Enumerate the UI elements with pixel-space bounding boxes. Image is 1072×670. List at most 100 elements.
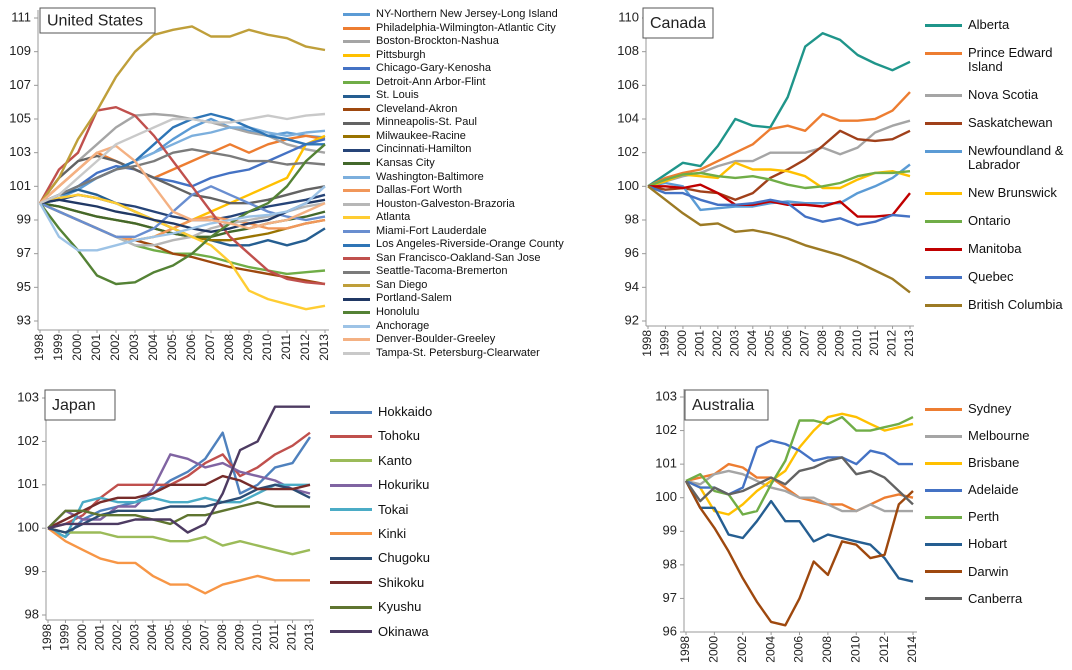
series-line [647, 185, 911, 227]
series-line [39, 193, 326, 311]
y-tick-label: 100 [17, 520, 39, 535]
x-tick-label: 1999 [58, 624, 72, 651]
legend-label: Sydney [968, 401, 1012, 416]
legend-entry: Prince Edward Island [925, 46, 1065, 74]
legend-swatch [925, 121, 962, 125]
x-tick-label: 2002 [110, 624, 124, 651]
legend-label: Seattle-Tacoma-Bremerton [376, 265, 508, 278]
legend-swatch [343, 202, 370, 206]
x-tick-label: 2005 [762, 330, 776, 357]
y-tick-label: 105 [9, 110, 31, 125]
series-line [39, 154, 326, 205]
legend-swatch [330, 508, 372, 512]
legend-label: Detroit-Ann Arbor-Flint [376, 75, 486, 88]
legend-swatch [330, 605, 372, 609]
legend-swatch [330, 630, 372, 634]
legend-swatch [925, 93, 962, 97]
legend-label: Portland-Salem [376, 292, 452, 305]
series-line [684, 480, 914, 627]
legend-swatch [330, 434, 372, 438]
legend-swatch [343, 270, 370, 274]
x-tick-label: 2008 [815, 330, 829, 357]
legend-entry: Pittsburgh [343, 49, 578, 63]
legend-entry: Kansas City [343, 157, 578, 171]
legend-swatch [343, 216, 370, 220]
legend: Hokkaido Tohoku Kanto Hokuriku Tokai Kinki Chu… [330, 405, 460, 639]
y-tick-label: 109 [9, 43, 31, 58]
legend-label: Kanto [378, 452, 412, 468]
y-tick-label: 101 [655, 456, 677, 471]
legend-entry: Boston-Brockton-Nashua [343, 35, 578, 49]
legend-swatch [925, 434, 962, 438]
title-box [642, 7, 714, 39]
x-tick-label: 2009 [232, 624, 246, 651]
legend-entry: Detroit-Ann Arbor-Flint [343, 76, 578, 90]
legend-entry: Tohoku [330, 429, 460, 443]
legend-label: Pittsburgh [376, 48, 426, 61]
legend-entry: Anchorage [343, 320, 578, 334]
x-tick-label: 2010 [250, 624, 264, 651]
legend-entry: NY-Northern New Jersey-Long Island [343, 8, 578, 22]
x-tick-label: 2000 [75, 624, 89, 651]
legend-label: Canberra [968, 590, 1023, 606]
legend-swatch [343, 257, 370, 261]
x-tick-label: 2006 [792, 636, 806, 663]
legend-label: Manitoba [968, 241, 1022, 256]
x-tick-label: 2004 [763, 636, 777, 663]
legend-entry: Hokkaido [330, 405, 460, 419]
legend-swatch [925, 51, 962, 55]
series-line [38, 106, 326, 286]
y-tick-label: 106 [617, 77, 639, 92]
x-tick-label: 1998 [640, 330, 654, 357]
y-tick-label: 103 [655, 388, 677, 403]
legend-entry: Quebec [925, 270, 1065, 284]
x-tick-label: 2003 [728, 330, 742, 357]
legend-swatch [343, 40, 370, 44]
x-tick-label: 2004 [745, 330, 759, 357]
legend-entry: Philadelphia-Wilmington-Atlantic City [343, 22, 578, 36]
legend-swatch [925, 275, 962, 279]
legend-label: New Brunswick [968, 185, 1057, 200]
series-line [647, 185, 911, 294]
legend-entry: Minneapolis-St. Paul [343, 116, 578, 130]
y-tick-label: 100 [617, 178, 639, 193]
y-tick-label: 102 [17, 433, 39, 448]
x-tick-label: 2003 [127, 334, 141, 361]
legend-swatch [343, 230, 370, 234]
legend-label: Honolulu [376, 306, 420, 319]
series-line [647, 91, 911, 188]
title-box [39, 7, 156, 34]
y-tick-label: 108 [617, 43, 639, 58]
legend-entry: Seattle-Tacoma-Bremerton [343, 265, 578, 279]
legend-swatch [343, 53, 370, 57]
legend-swatch [925, 219, 962, 223]
x-tick-label: 1999 [51, 334, 65, 361]
x-tick-label: 2011 [279, 334, 293, 360]
legend: Alberta Prince Edward Island Nova Scotia Sa… [925, 18, 1065, 312]
x-tick-label: 2013 [317, 334, 331, 361]
x-tick-label: 2001 [693, 330, 707, 357]
series-line [684, 480, 914, 583]
legend-swatch [925, 303, 962, 307]
series-line [39, 112, 326, 204]
legend-entry: New Brunswick [925, 186, 1065, 200]
series-line [647, 129, 911, 201]
y-tick-label: 99 [663, 523, 677, 538]
legend-label: Darwin [968, 563, 1009, 579]
panel-title: Canada [650, 15, 706, 32]
legend-entry: Darwin [925, 563, 1065, 579]
legend-label: Milwaukee-Racine [376, 129, 466, 142]
legend-entry: Hobart [925, 537, 1065, 551]
legend-entry: Houston-Galveston-Brazoria [343, 198, 578, 212]
legend-label: Minneapolis-St. Paul [376, 116, 477, 129]
legend-label: Brisbane [968, 455, 1020, 471]
x-tick-label: 1999 [658, 330, 672, 357]
x-tick-label: 2006 [180, 624, 194, 651]
y-tick-label: 104 [617, 110, 639, 125]
legend-swatch [343, 284, 370, 288]
title-box [44, 389, 116, 421]
legend-swatch [925, 191, 962, 195]
legend-label: Tohoku [378, 428, 420, 444]
legend-label: Chicago-Gary-Kenosha [376, 62, 491, 75]
